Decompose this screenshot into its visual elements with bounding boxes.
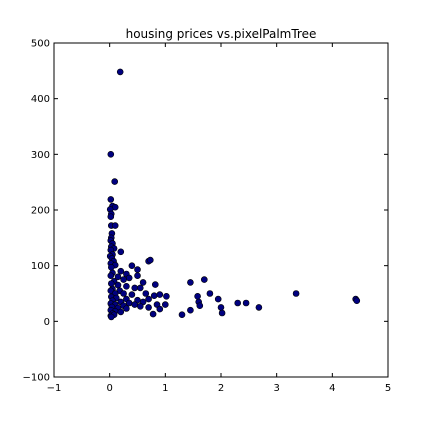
data-point xyxy=(242,299,250,307)
data-point xyxy=(196,302,204,310)
data-point xyxy=(117,308,125,316)
data-point xyxy=(150,292,158,300)
data-point xyxy=(217,304,225,311)
data-point xyxy=(152,281,159,288)
data-point xyxy=(125,274,133,282)
x-tick-label: −1 xyxy=(47,383,62,394)
data-point xyxy=(107,272,115,280)
data-point xyxy=(114,281,122,289)
data-point xyxy=(163,292,170,300)
data-point xyxy=(147,256,154,264)
data-point xyxy=(117,267,125,275)
x-tick-label: 5 xyxy=(385,383,391,394)
data-point xyxy=(145,304,152,311)
data-point xyxy=(255,304,263,311)
data-point xyxy=(111,178,118,185)
x-tick-label: 0 xyxy=(106,383,112,394)
data-point xyxy=(187,279,194,286)
data-point xyxy=(162,301,169,308)
data-point xyxy=(108,263,115,271)
data-point xyxy=(116,68,124,76)
y-tick-label: 500 xyxy=(31,39,50,50)
data-point xyxy=(123,305,130,312)
data-point xyxy=(128,291,136,298)
data-point xyxy=(149,310,157,318)
data-point xyxy=(131,284,138,292)
data-point xyxy=(139,279,147,286)
data-points xyxy=(106,68,361,321)
data-point xyxy=(214,295,222,303)
data-point xyxy=(114,273,122,281)
data-point xyxy=(120,290,127,297)
data-point xyxy=(206,290,214,297)
x-tick-label: 1 xyxy=(162,383,168,394)
data-point xyxy=(120,276,127,283)
data-point xyxy=(108,280,115,287)
data-point xyxy=(142,290,150,297)
y-tick-label: 0 xyxy=(44,317,50,328)
y-tick-label: 200 xyxy=(31,206,50,217)
data-point xyxy=(194,292,201,300)
data-point xyxy=(128,262,136,270)
data-point xyxy=(156,291,164,298)
x-tick-label: 2 xyxy=(218,383,224,394)
data-point xyxy=(156,305,164,313)
data-point xyxy=(137,302,144,310)
data-point xyxy=(134,266,141,273)
y-tick-label: −100 xyxy=(23,373,50,384)
data-point xyxy=(123,282,130,290)
data-point xyxy=(117,248,125,256)
data-point xyxy=(107,151,115,158)
x-tick-label: 4 xyxy=(329,383,335,394)
data-point xyxy=(218,309,226,317)
axis-ticks: −1 0 1 2 3 4 5 −100 0 100 200 300 400 500 xyxy=(23,39,392,395)
data-point xyxy=(187,306,194,314)
chart-title: housing prices vs.pixelPalmTree xyxy=(126,27,317,41)
data-point xyxy=(108,313,115,321)
y-tick-label: 100 xyxy=(31,261,50,272)
x-tick-label: 3 xyxy=(273,383,279,394)
y-tick-label: 300 xyxy=(31,150,50,161)
data-point xyxy=(201,276,208,283)
data-point xyxy=(107,196,115,203)
data-point xyxy=(111,222,119,229)
data-point xyxy=(353,297,361,305)
data-point xyxy=(125,299,133,307)
data-point xyxy=(292,290,300,297)
data-point xyxy=(107,213,115,220)
data-point xyxy=(234,299,241,307)
data-point xyxy=(145,295,152,303)
data-point xyxy=(137,284,144,292)
data-point xyxy=(134,272,141,280)
data-point xyxy=(178,311,186,319)
data-point xyxy=(131,301,138,308)
y-tick-label: 400 xyxy=(31,94,50,105)
